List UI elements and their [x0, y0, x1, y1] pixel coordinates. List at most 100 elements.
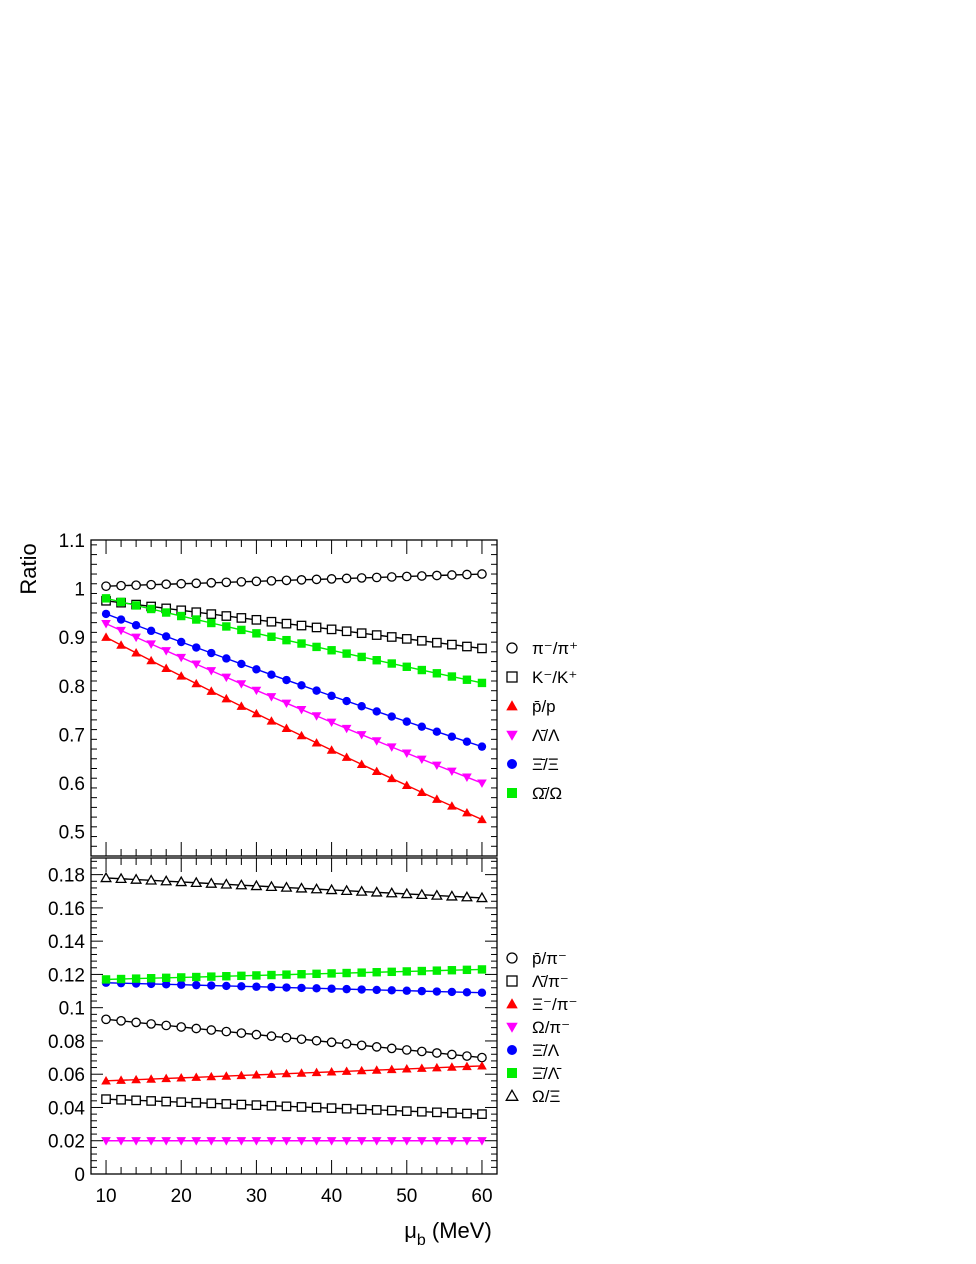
top-data-point [236, 680, 247, 689]
bottom-data-point [131, 974, 141, 983]
bottom-data-point [176, 1073, 187, 1082]
bottom-data-point [357, 968, 366, 977]
top-data-point [281, 699, 292, 709]
top-data-point [101, 619, 111, 629]
bottom-data-point [282, 983, 291, 992]
bottom-data-point [252, 971, 261, 980]
top-legend-marker [506, 730, 518, 741]
bottom-data-point [326, 1137, 337, 1146]
bottom-data-point [266, 1100, 277, 1111]
top-data-point [266, 693, 277, 702]
bottom-data-point [310, 882, 323, 894]
top-data-point [266, 616, 277, 627]
top-series-4 [101, 609, 487, 751]
bottom-data-point [281, 1032, 292, 1043]
top-legend-label: Ξ̄/Ξ [532, 755, 559, 774]
top-data-point [386, 743, 397, 752]
top-data-point [266, 716, 277, 725]
top-data-point [357, 652, 366, 662]
top-data-point [282, 635, 291, 645]
top-data-point [432, 761, 442, 771]
bottom-data-point [462, 1061, 472, 1071]
x-axis-label: μb (MeV) [404, 1218, 492, 1249]
top-data-point [146, 640, 156, 649]
bottom-data-point [131, 1074, 141, 1084]
top-data-point [447, 801, 457, 810]
top-data-point [161, 663, 172, 672]
top-data-point [146, 604, 156, 614]
top-data-point [236, 576, 247, 587]
top-data-point [447, 570, 457, 580]
top-data-point [477, 643, 487, 654]
bottom-data-point [371, 1105, 382, 1115]
bottom-data-point [357, 985, 366, 994]
bottom-data-point [445, 890, 458, 901]
bottom-data-point [206, 1071, 217, 1081]
bottom-data-point [326, 1103, 337, 1113]
top-data-point [447, 672, 457, 681]
bottom-data-point [191, 1097, 202, 1108]
top-data-point [222, 654, 231, 663]
top-y-tick-label: 0.6 [59, 774, 85, 795]
bottom-data-point [177, 973, 186, 982]
bottom-data-point [206, 1098, 217, 1109]
bottom-legend-marker [506, 975, 518, 987]
top-y-tick-label: 1 [74, 580, 85, 601]
top-legend-label: p̄/p [532, 697, 556, 716]
top-data-point [176, 671, 187, 680]
bottom-data-point [221, 1071, 232, 1080]
top-legend-label: π⁻/π⁺ [532, 639, 578, 658]
top-data-point [462, 807, 472, 817]
top-data-point [192, 643, 201, 652]
top-data-point [327, 646, 336, 655]
top-data-point [131, 621, 141, 630]
bottom-panel: 0 0.02 0.04 0.06 0.08 0.1 0.12 0.14 0.16 0.18 10 20… [48, 857, 577, 1207]
bottom-x-tick-label: 50 [396, 1186, 417, 1207]
top-data-point [432, 794, 442, 803]
bottom-plot-frame [90, 857, 498, 1175]
top-data-point [101, 594, 111, 603]
top-data-point [462, 641, 472, 652]
bottom-data-point [477, 988, 487, 997]
bottom-data-point [356, 1137, 367, 1146]
top-data-point [206, 577, 217, 588]
top-data-point [342, 696, 351, 706]
bottom-legend-marker [506, 1022, 518, 1033]
top-data-point [116, 597, 126, 607]
bottom-data-point [161, 980, 171, 989]
top-data-point [341, 752, 352, 761]
top-data-point [161, 579, 172, 590]
bottom-data-point [402, 986, 411, 995]
top-data-point [477, 678, 487, 688]
bottom-legend-label: Ξ⁻/π⁻ [532, 995, 577, 1014]
bottom-data-point [191, 1137, 202, 1146]
bottom-data-point [477, 1052, 487, 1063]
top-data-point [131, 601, 141, 610]
top-data-point [206, 686, 217, 695]
bottom-data-point [267, 970, 276, 980]
top-data-point [252, 629, 261, 638]
top-data-point [372, 656, 381, 665]
bottom-data-point [116, 974, 126, 984]
top-data-point [266, 575, 277, 586]
top-data-point [371, 737, 382, 746]
bottom-legend-label: Ξ̄/Λ [532, 1041, 560, 1060]
top-data-point [206, 609, 217, 619]
top-data-point [131, 580, 141, 591]
top-data-point [191, 607, 202, 618]
top-y-tick-label: 0.5 [59, 823, 85, 844]
bottom-data-point [356, 1040, 367, 1051]
bottom-data-point [342, 968, 351, 978]
bottom-x-tick-label: 20 [171, 1186, 192, 1207]
top-data-point [432, 727, 442, 736]
bottom-data-point [251, 1100, 262, 1110]
top-data-point [326, 574, 337, 584]
bottom-data-point [146, 1019, 156, 1029]
top-data-point [236, 613, 247, 623]
bottom-data-point [282, 970, 291, 979]
top-data-point [101, 609, 111, 619]
bottom-data-point [160, 875, 173, 886]
bottom-series-5 [101, 965, 487, 984]
bottom-data-point [161, 1020, 172, 1031]
bottom-data-point [341, 1103, 352, 1114]
